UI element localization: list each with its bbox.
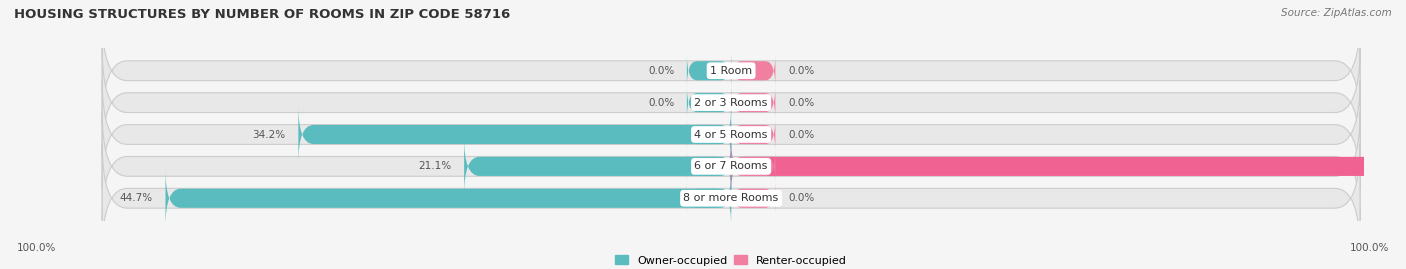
Legend: Owner-occupied, Renter-occupied: Owner-occupied, Renter-occupied (610, 251, 852, 269)
FancyBboxPatch shape (103, 49, 1360, 157)
FancyBboxPatch shape (686, 150, 731, 182)
FancyBboxPatch shape (103, 17, 1360, 125)
Text: 44.7%: 44.7% (120, 193, 153, 203)
FancyBboxPatch shape (686, 119, 731, 150)
FancyBboxPatch shape (103, 144, 1360, 252)
Text: 2 or 3 Rooms: 2 or 3 Rooms (695, 98, 768, 108)
Text: HOUSING STRUCTURES BY NUMBER OF ROOMS IN ZIP CODE 58716: HOUSING STRUCTURES BY NUMBER OF ROOMS IN… (14, 8, 510, 21)
Text: 100.0%: 100.0% (17, 243, 56, 253)
FancyBboxPatch shape (731, 87, 776, 119)
Text: 0.0%: 0.0% (648, 66, 675, 76)
Text: 8 or more Rooms: 8 or more Rooms (683, 193, 779, 203)
FancyBboxPatch shape (464, 138, 731, 195)
FancyBboxPatch shape (103, 112, 1360, 220)
Text: 0.0%: 0.0% (648, 98, 675, 108)
Text: 0.0%: 0.0% (787, 98, 814, 108)
FancyBboxPatch shape (731, 150, 776, 182)
FancyBboxPatch shape (166, 169, 731, 227)
FancyBboxPatch shape (686, 55, 731, 87)
FancyBboxPatch shape (298, 106, 731, 163)
Text: 4 or 5 Rooms: 4 or 5 Rooms (695, 129, 768, 140)
Text: Source: ZipAtlas.com: Source: ZipAtlas.com (1281, 8, 1392, 18)
Text: 6 or 7 Rooms: 6 or 7 Rooms (695, 161, 768, 171)
Text: 1 Room: 1 Room (710, 66, 752, 76)
FancyBboxPatch shape (731, 138, 1406, 195)
Text: 34.2%: 34.2% (253, 129, 285, 140)
FancyBboxPatch shape (731, 55, 776, 87)
Text: 0.0%: 0.0% (787, 129, 814, 140)
Text: 0.0%: 0.0% (787, 193, 814, 203)
FancyBboxPatch shape (731, 119, 776, 150)
FancyBboxPatch shape (686, 87, 731, 119)
Text: 100.0%: 100.0% (1350, 243, 1389, 253)
FancyBboxPatch shape (103, 81, 1360, 188)
Text: 0.0%: 0.0% (787, 66, 814, 76)
FancyBboxPatch shape (731, 182, 776, 214)
Text: 21.1%: 21.1% (419, 161, 451, 171)
FancyBboxPatch shape (686, 182, 731, 214)
